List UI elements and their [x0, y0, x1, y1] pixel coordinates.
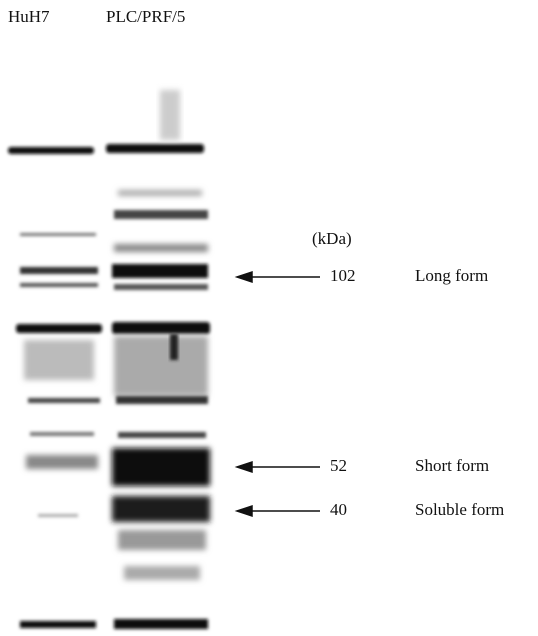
- arrows: [234, 270, 320, 518]
- marker-kda: 102: [330, 266, 356, 285]
- marker-label: Long form: [415, 266, 488, 285]
- marker-kda: 40: [330, 500, 347, 519]
- lane-label: HuH7: [8, 7, 50, 26]
- marker-kda: 52: [330, 456, 347, 475]
- lane-label: PLC/PRF/5: [106, 7, 185, 26]
- unit-label: (kDa): [312, 229, 352, 248]
- marker-label: Soluble form: [415, 500, 504, 519]
- blot-bands: [8, 90, 210, 629]
- marker-label: Short form: [415, 456, 489, 475]
